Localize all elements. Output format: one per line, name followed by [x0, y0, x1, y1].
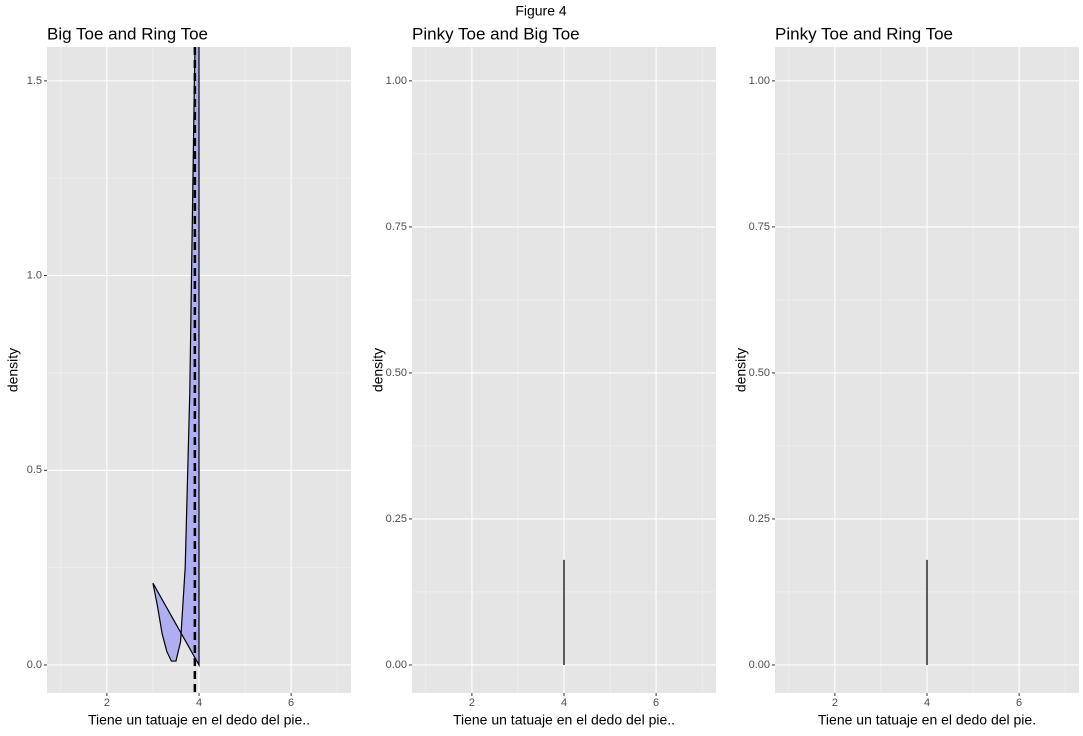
- y-tick-label: 0.25: [386, 513, 407, 525]
- panel: 2 4 6 0.00 0.25 0.50 0.75 1.00 Pinky Toe and Rin…: [733, 24, 1079, 728]
- x-tick-label: 4: [924, 697, 930, 709]
- y-tick-label: 0.25: [749, 513, 770, 525]
- y-axis-label: density: [370, 348, 386, 392]
- y-tick-label: 1.00: [386, 75, 407, 87]
- x-tick-label: 6: [1016, 697, 1022, 709]
- y-tick-label: 0.75: [386, 221, 407, 233]
- panel-title: Pinky Toe and Big Toe: [412, 24, 580, 43]
- x-tick-label: 2: [469, 697, 475, 709]
- x-tick-label: 6: [288, 697, 294, 709]
- y-tick-label: 0.50: [386, 367, 407, 379]
- y-tick-label: 0.75: [749, 221, 770, 233]
- panel: 2 4 6 0.0 0.5 1.0 1.5 Big Toe and Ring Toe Tiene…: [5, 24, 351, 728]
- density-area: [152, 47, 200, 668]
- figure-title: Figure 4: [515, 3, 567, 19]
- x-tick-label: 2: [832, 697, 838, 709]
- y-axis-label: density: [5, 348, 21, 392]
- y-tick-label: 0.5: [27, 464, 42, 476]
- x-tick-label: 4: [561, 697, 567, 709]
- y-tick-label: 0.00: [386, 659, 407, 671]
- x-axis-label: Tiene un tatuaje en el dedo del pie.: [818, 712, 1036, 728]
- x-tick-label: 6: [653, 697, 659, 709]
- y-tick-label: 1.00: [749, 75, 770, 87]
- x-tick-label: 2: [104, 697, 110, 709]
- y-tick-label: 0.50: [749, 367, 770, 379]
- y-tick-label: 1.5: [27, 75, 42, 87]
- x-axis-label: Tiene un tatuaje en el dedo del pie..: [453, 712, 675, 728]
- panel-title: Big Toe and Ring Toe: [47, 24, 208, 43]
- y-tick-label: 0.00: [749, 659, 770, 671]
- panel: 2 4 6 0.00 0.25 0.50 0.75 1.00 Pinky Toe and Big…: [370, 24, 716, 728]
- y-tick-label: 1.0: [27, 269, 42, 281]
- x-axis-label: Tiene un tatuaje en el dedo del pie..: [88, 712, 310, 728]
- x-tick-label: 4: [196, 697, 202, 709]
- y-axis-label: density: [733, 348, 749, 392]
- panel-title: Pinky Toe and Ring Toe: [775, 24, 953, 43]
- y-tick-label: 0.0: [27, 659, 42, 671]
